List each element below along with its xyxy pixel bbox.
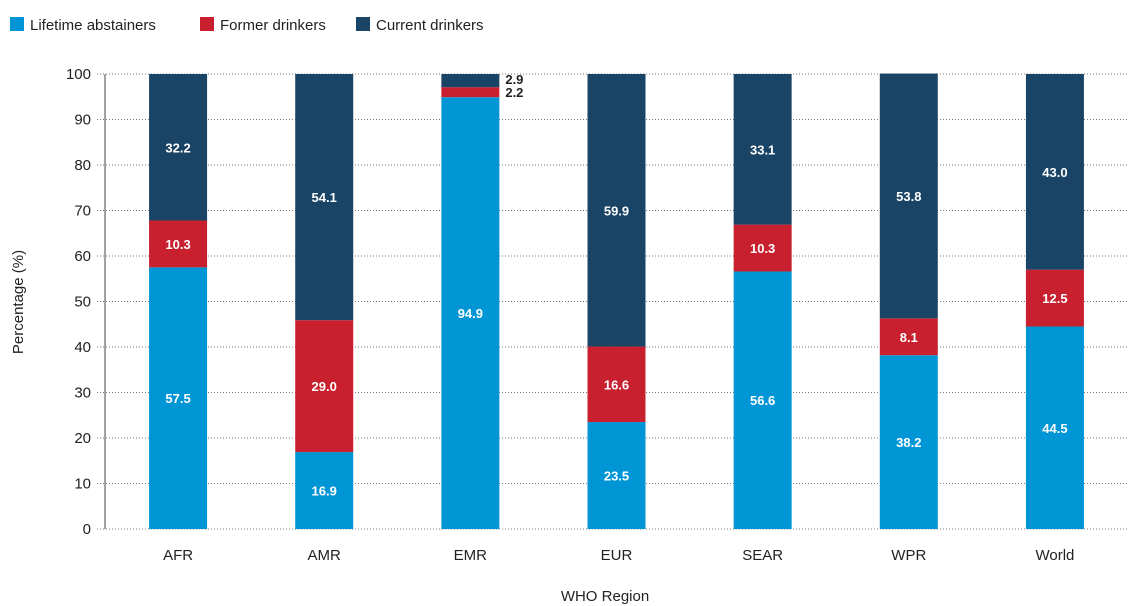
bar-segment — [149, 220, 208, 268]
x-tick-label: World — [1035, 547, 1074, 564]
y-axis: 0 10 20 30 40 50 60 70 80 90 100 — [66, 66, 106, 538]
x-tick-label: AFR — [163, 547, 193, 564]
gridlines — [97, 73, 1128, 530]
bar-segment — [441, 97, 500, 529]
data-label: 8.1 — [900, 330, 918, 345]
bar-segment — [733, 74, 792, 225]
legend-label-2: Former drinkers — [220, 17, 326, 34]
legend-label-1: Lifetime abstainers — [30, 17, 156, 34]
y-tick-label: 40 — [74, 339, 91, 356]
y-tick-label: 60 — [74, 248, 91, 265]
bar-segment — [1025, 269, 1084, 327]
bar-group-emr: 94.9 2.22.9 — [441, 72, 523, 529]
bar-segment — [587, 422, 646, 529]
legend-swatch-2 — [200, 17, 214, 31]
bar-group-afr: 57.5 10.3 32.2 — [149, 74, 208, 529]
data-label: 33.1 — [750, 142, 775, 157]
bar-segment — [149, 74, 208, 221]
data-label: 12.5 — [1042, 291, 1067, 306]
bar-segment — [295, 320, 354, 453]
bar-segment — [441, 74, 500, 88]
data-label: 59.9 — [604, 203, 629, 218]
bar-group-world: 44.5 12.5 43.0 — [1025, 74, 1084, 529]
y-tick-label: 80 — [74, 157, 91, 174]
bar-segment — [149, 267, 208, 529]
y-tick-label: 50 — [74, 294, 91, 311]
bar-segment — [1025, 74, 1084, 270]
legend-label-3: Current drinkers — [376, 17, 484, 34]
legend-swatch-3 — [356, 17, 370, 31]
data-label: 2.9 — [505, 72, 523, 87]
data-label: 56.6 — [750, 393, 775, 408]
data-label: 54.1 — [312, 190, 337, 205]
y-axis-title: Percentage (%) — [10, 250, 27, 354]
x-tick-label: WPR — [891, 547, 926, 564]
bar-segment — [733, 224, 792, 272]
x-tick-label: EUR — [601, 547, 633, 564]
bar-segment — [879, 73, 938, 319]
x-tick-label: EMR — [454, 547, 488, 564]
data-label: 16.6 — [604, 377, 629, 392]
bar-segment — [1025, 326, 1084, 529]
bar-segment — [441, 87, 500, 98]
bar-segment — [587, 74, 646, 347]
bar-segment — [295, 74, 354, 321]
bar-segment — [879, 355, 938, 529]
data-label: 43.0 — [1042, 165, 1067, 180]
data-label: 32.2 — [165, 140, 190, 155]
legend: Lifetime abstainers Former drinkers Curren… — [10, 17, 484, 34]
data-label: 23.5 — [604, 469, 629, 484]
x-tick-label: AMR — [308, 547, 342, 564]
x-axis: AFR AMR EMR EUR SEAR WPR World — [163, 547, 1074, 564]
bar-segment — [587, 346, 646, 423]
data-label: 10.3 — [165, 237, 190, 252]
bar-segment — [879, 318, 938, 356]
bar-segment — [733, 271, 792, 529]
y-tick-label: 70 — [74, 203, 91, 220]
y-tick-label: 20 — [74, 430, 91, 447]
data-label: 29.0 — [312, 379, 337, 394]
y-tick-label: 10 — [74, 476, 91, 493]
data-label: 38.2 — [896, 435, 921, 450]
y-tick-label: 100 — [66, 66, 91, 83]
data-label: 53.8 — [896, 189, 921, 204]
data-label: 57.5 — [165, 391, 190, 406]
data-label: 16.9 — [312, 484, 337, 499]
bar-group-sear: 56.6 10.3 33.1 — [733, 74, 792, 529]
data-label: 2.2 — [505, 85, 523, 100]
y-tick-label: 30 — [74, 385, 91, 402]
y-tick-label: 0 — [83, 521, 91, 538]
data-label: 94.9 — [458, 306, 483, 321]
bars: 57.5 10.3 32.2 16.9 29.0 54.1 94.9 2.22.9 23.5 16… — [149, 72, 1084, 529]
bar-group-wpr: 38.2 8.1 53.8 — [879, 73, 938, 529]
y-tick-label: 90 — [74, 112, 91, 129]
data-label: 10.3 — [750, 241, 775, 256]
x-axis-title: WHO Region — [561, 588, 649, 605]
x-tick-label: SEAR — [742, 547, 783, 564]
bar-group-eur: 23.5 16.6 59.9 — [587, 74, 646, 529]
bar-segment — [295, 452, 354, 529]
bar-group-amr: 16.9 29.0 54.1 — [295, 74, 354, 529]
data-label: 44.5 — [1042, 421, 1067, 436]
legend-swatch-1 — [10, 17, 24, 31]
